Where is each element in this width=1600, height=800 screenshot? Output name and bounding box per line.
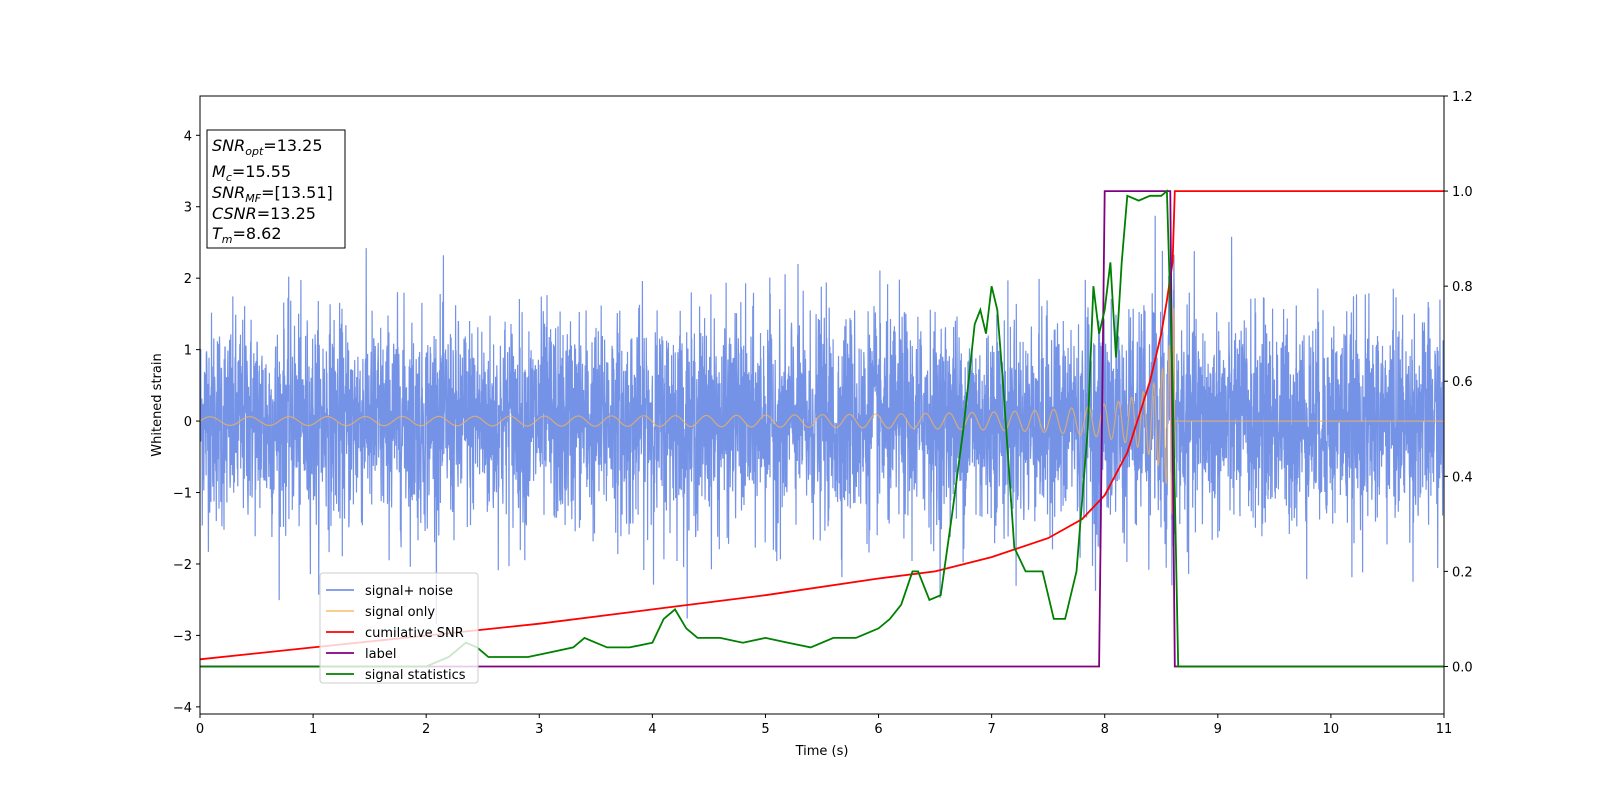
x-tick-label-0: 0: [196, 722, 204, 737]
left-y-axis: −4 −3 −2 −1 0 1 2 3 4: [173, 129, 200, 716]
legend-cumulative-snr-text: cumilative SNR: [365, 626, 464, 641]
y-left-tick-label-8: 4: [184, 129, 192, 144]
info-snr-mf: SNRMF=[13.51]: [212, 183, 333, 205]
y-left-tick-label-4: 0: [184, 415, 192, 430]
legend-items: signal+ noise signal only cumilative SNR la…: [326, 584, 466, 683]
info-box: SNRopt=13.25 Mc=15.55 SNRMF=[13.51] CSNR…: [206, 129, 346, 249]
x-tick-label-4: 4: [648, 722, 656, 737]
x-tick-label-7: 7: [987, 722, 995, 737]
legend-signal-only-text: signal only: [365, 605, 435, 620]
series-signal-noise: [200, 215, 1444, 624]
x-axis: 0 1 2 3 4 5 6 7 8 9 10 11: [196, 714, 1452, 737]
y-left-tick-label-2: −2: [173, 558, 192, 573]
y-axis-label: Whitened strain: [150, 353, 165, 456]
y-right-tick-label-3: 0.6: [1452, 375, 1473, 390]
info-box-frame: [206, 129, 346, 249]
legend-signal-noise-text: signal+ noise: [365, 584, 453, 599]
series-layer: [200, 189, 1444, 668]
legend: signal+ noise signal only cumilative SNR la…: [319, 572, 479, 684]
y-left-tick-label-7: 3: [184, 201, 192, 216]
info-snr-opt: SNRopt=13.25: [212, 136, 323, 158]
info-tm: Tm=8.62: [212, 224, 282, 246]
legend-label-text: label: [365, 647, 396, 662]
y-right-tick-label-1: 0.2: [1452, 565, 1473, 580]
x-tick-label-5: 5: [761, 722, 769, 737]
y-right-tick-label-5: 1.0: [1452, 185, 1473, 200]
y-right-tick-label-4: 0.8: [1452, 280, 1473, 295]
y-right-tick-label-2: 0.4: [1452, 470, 1473, 485]
y-left-tick-label-3: −1: [173, 487, 192, 502]
legend-signal-statistics-text: signal statistics: [365, 668, 466, 683]
y-left-tick-label-6: 2: [184, 272, 192, 287]
axes-frame: [199, 95, 1445, 715]
y-left-tick-label-5: 1: [184, 344, 192, 359]
y-right-tick-label-6: 1.2: [1452, 90, 1473, 105]
x-tick-label-10: 10: [1323, 722, 1340, 737]
y-left-tick-label-1: −3: [173, 629, 192, 644]
info-mc: Mc=15.55: [212, 162, 291, 184]
x-axis-label: Time (s): [795, 744, 849, 759]
y-left-tick-label-0: −4: [173, 701, 192, 716]
info-csnr: CSNR=13.25: [212, 204, 316, 223]
right-y-axis: 0.0 0.2 0.4 0.6 0.8 1.0 1.2: [1444, 90, 1473, 675]
x-tick-label-8: 8: [1101, 722, 1109, 737]
x-tick-label-3: 3: [535, 722, 543, 737]
series-cumulative-snr: [200, 190, 1444, 661]
x-tick-label-6: 6: [874, 722, 882, 737]
plot-area: [200, 189, 1444, 668]
x-tick-label-1: 1: [309, 722, 317, 737]
legend-frame: [319, 572, 479, 684]
series-signal-only: [200, 307, 1444, 515]
x-tick-label-11: 11: [1436, 722, 1453, 737]
y-right-tick-label-0: 0.0: [1452, 660, 1473, 675]
x-tick-label-2: 2: [422, 722, 430, 737]
series-signal-statistics: [200, 189, 1444, 668]
x-tick-label-9: 9: [1214, 722, 1222, 737]
